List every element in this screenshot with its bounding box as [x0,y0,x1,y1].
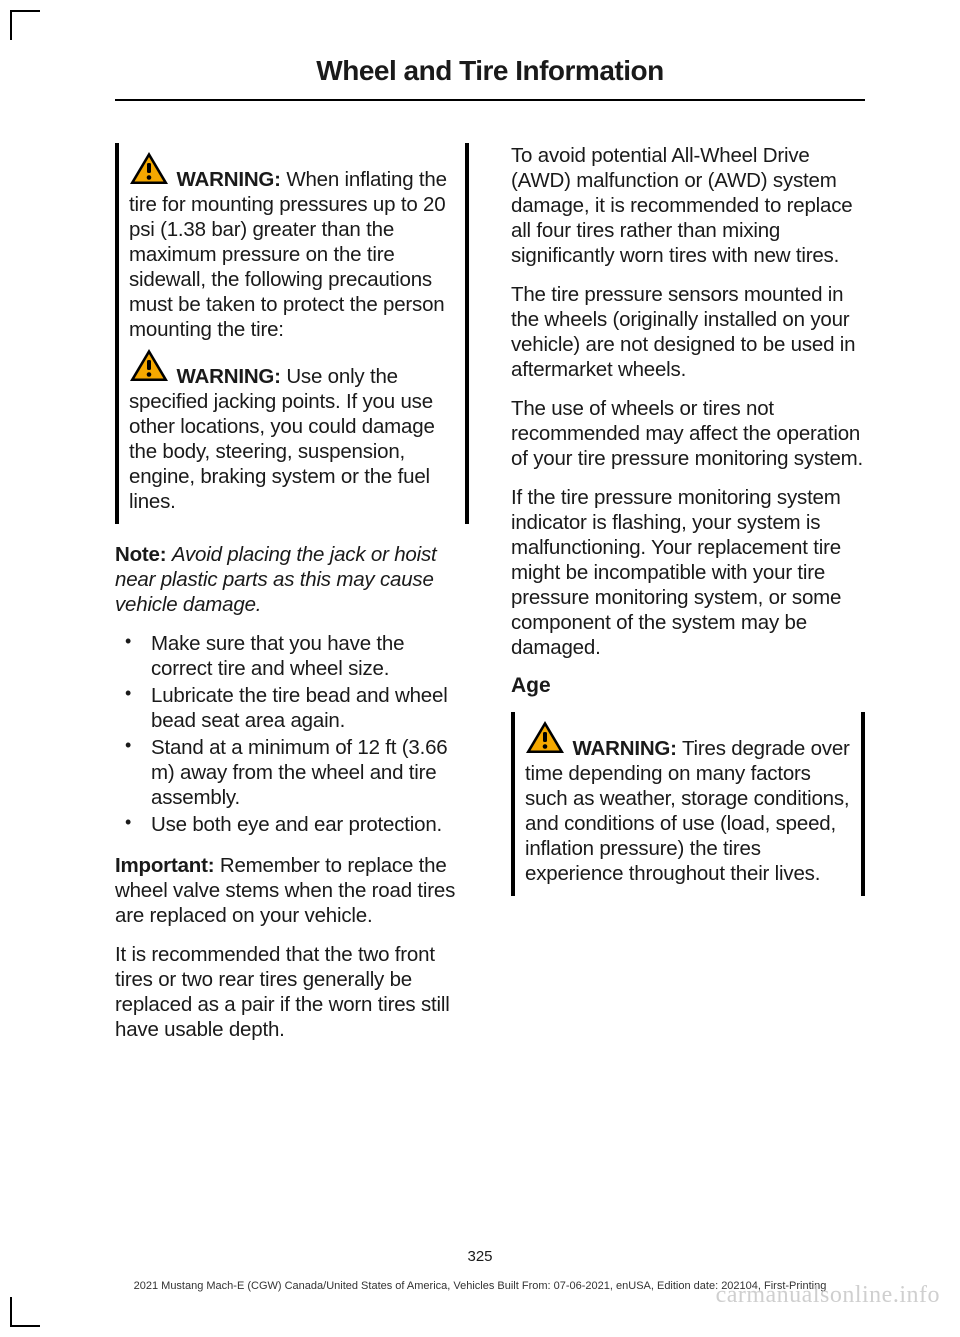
warning-paragraph: WARNING: Tires degrade over time dependi… [525,720,851,886]
warning-triangle-icon [525,720,565,760]
body-paragraph: It is recommended that the two front tir… [115,942,469,1042]
warning-paragraph: WARNING: When inflating the tire for mou… [129,151,455,342]
important-label: Important: [115,854,214,877]
warning-label: WARNING: [573,737,677,760]
warning-label: WARNING: [177,168,281,191]
warning-text: When inflating the tire for mounting pre… [129,168,447,341]
important-paragraph: Important: Remember to replace the wheel… [115,853,469,928]
warning-text: Use only the specified jacking points. I… [129,365,435,513]
body-paragraph: The use of wheels or tires not recommend… [511,396,865,471]
page-number: 325 [0,1248,960,1265]
warning-triangle-icon [129,151,169,191]
warning-triangle-icon [129,348,169,388]
page-crop-mark-bl [10,1297,40,1327]
section-heading-age: Age [511,674,865,698]
page-crop-mark-tl [10,10,40,40]
list-item: Lubricate the tire bead and wheel bead s… [115,683,469,733]
warning-box: WARNING: When inflating the tire for mou… [115,143,469,524]
body-paragraph: If the tire pressure monitoring system i… [511,485,865,660]
body-paragraph: The tire pressure sensors mounted in the… [511,282,865,382]
warning-label: WARNING: [177,365,281,388]
list-item: Use both eye and ear protection. [115,812,469,837]
page-content: WARNING: When inflating the tire for mou… [0,101,960,1056]
right-column: To avoid potential All-Wheel Drive (AWD)… [511,143,865,1056]
left-column: WARNING: When inflating the tire for mou… [115,143,469,1056]
page-header: Wheel and Tire Information [115,0,865,101]
warning-box: WARNING: Tires degrade over time dependi… [511,712,865,896]
warning-paragraph: WARNING: Use only the specified jacking … [129,348,455,514]
page-title: Wheel and Tire Information [115,55,865,87]
list-item: Make sure that you have the correct tire… [115,631,469,681]
note-label: Note: [115,543,166,566]
list-item: Stand at a minimum of 12 ft (3.66 m) awa… [115,735,469,810]
note-paragraph: Note: Avoid placing the jack or hoist ne… [115,542,469,617]
bullet-list: Make sure that you have the correct tire… [115,631,469,837]
watermark: carmanualsonline.info [716,1282,940,1309]
body-paragraph: To avoid potential All-Wheel Drive (AWD)… [511,143,865,268]
